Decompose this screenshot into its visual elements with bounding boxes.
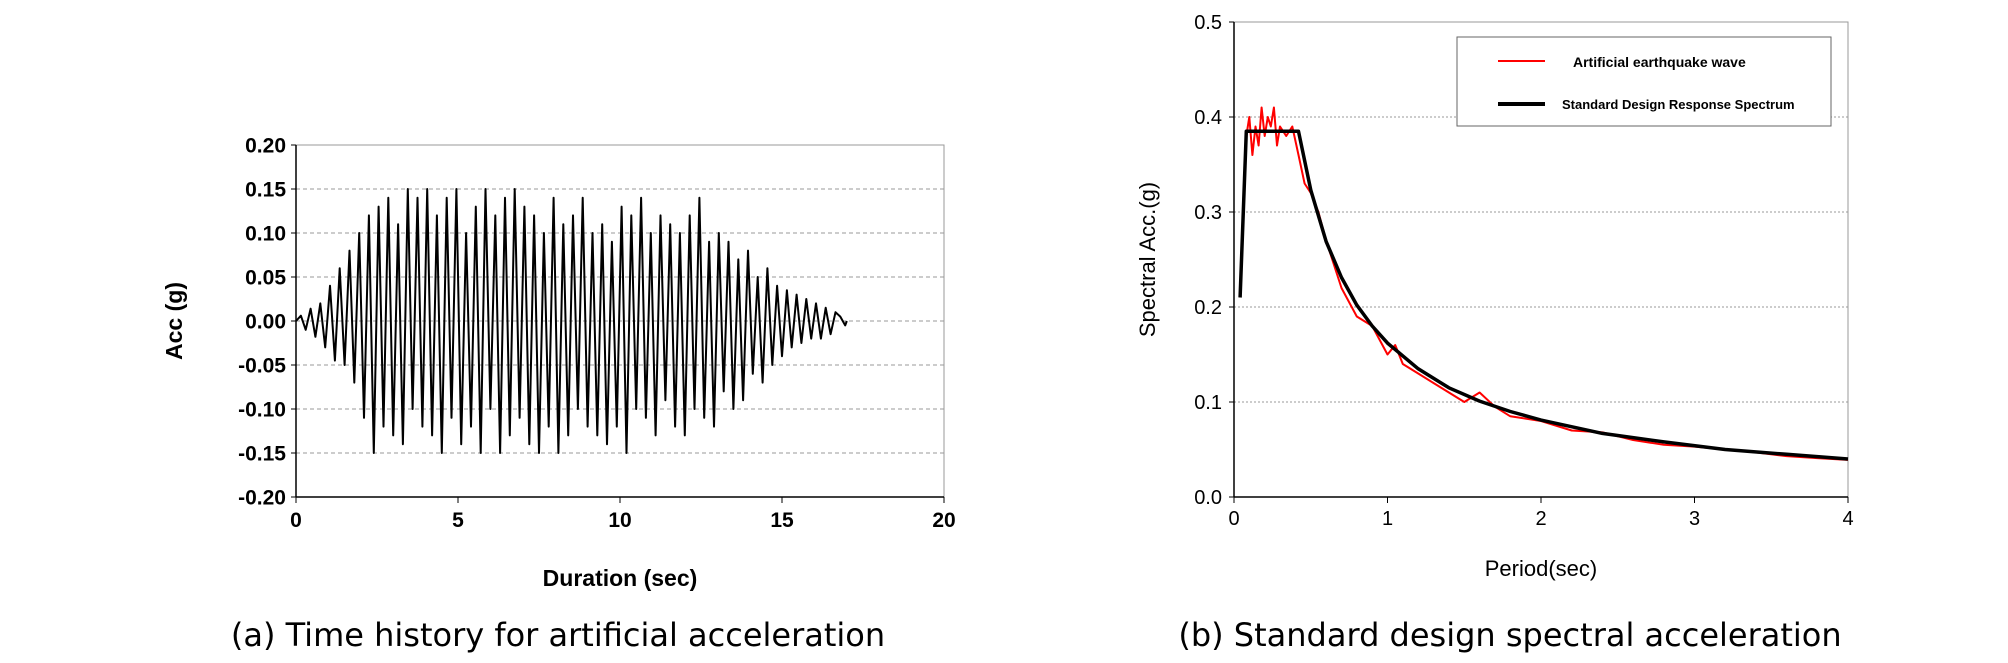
chart-a-series (295, 188, 848, 454)
chart-b-legend-box (1456, 36, 1832, 127)
series-line-1 (1238, 129, 1849, 461)
chart-a-y-axis-label: Acc (g) (161, 282, 187, 360)
chart-b-x-axis-label: Period(sec) (1485, 556, 1597, 581)
x-tick-label: 0 (1228, 508, 1239, 530)
y-tick-label: 0.2 (1194, 297, 1222, 319)
x-tick-label: 3 (1689, 508, 1700, 530)
x-tick-label: 4 (1842, 508, 1853, 530)
y-tick-label: 0.15 (245, 179, 286, 202)
y-tick-label: -0.05 (238, 355, 286, 378)
y-tick-label: 0.1 (1194, 392, 1222, 414)
x-tick-label: 0 (290, 509, 302, 532)
chart-b-y-axis-label: Spectral Acc.(g) (1135, 182, 1160, 337)
chart-time-history: 0.20 0.15 0.10 0.05 0.00 -0.05 -0.10 -0.15 -0.20… (161, 135, 956, 654)
chart-a-tick-labels: 0.20 0.15 0.10 0.05 0.00 -0.05 -0.10 -0.15 -0.20… (238, 135, 956, 532)
chart-a-caption: (a) Time history for artificial accelera… (231, 616, 885, 654)
y-tick-label: 0.10 (245, 223, 286, 246)
x-tick-label: 5 (452, 509, 464, 532)
series-line-0 (1239, 106, 1849, 461)
chart-b-series (1238, 106, 1849, 461)
y-tick-label: 0.0 (1194, 487, 1222, 509)
y-tick-label: 0.3 (1194, 202, 1222, 224)
chart-b-grid (1234, 116, 1848, 403)
x-tick-label: 15 (770, 509, 794, 532)
x-tick-label: 20 (932, 509, 955, 532)
chart-b-axes (1229, 21, 1849, 503)
y-tick-label: 0.4 (1194, 107, 1222, 129)
y-tick-label: -0.10 (238, 399, 286, 422)
chart-b-caption: (b) Standard design spectral acceleratio… (1178, 616, 1841, 654)
legend-label-artificial-wave: Artificial earthquake wave (1573, 54, 1746, 70)
x-tick-label: 2 (1535, 508, 1546, 530)
x-tick-label: 10 (608, 509, 631, 532)
x-tick-label: 1 (1382, 508, 1393, 530)
y-tick-label: -0.15 (238, 443, 286, 466)
y-tick-label: 0.00 (245, 311, 286, 334)
y-tick-label: 0.20 (245, 135, 286, 158)
chart-b-legend: Artificial earthquake wave Standard Desi… (1456, 36, 1832, 127)
y-tick-label: 0.5 (1194, 12, 1222, 34)
chart-a-x-axis-label: Duration (sec) (543, 565, 698, 591)
legend-label-standard-spectrum: Standard Design Response Spectrum (1562, 97, 1795, 112)
chart-spectral-acceleration: 0.5 0.4 0.3 0.2 0.1 0.0 0 1 2 3 4 Artificial earth… (1135, 12, 1854, 654)
series-line-0 (295, 188, 848, 454)
y-tick-label: 0.05 (245, 267, 286, 290)
chart-b-tick-labels: 0.5 0.4 0.3 0.2 0.1 0.0 0 1 2 3 4 (1194, 12, 1853, 530)
y-tick-label: -0.20 (238, 487, 286, 510)
